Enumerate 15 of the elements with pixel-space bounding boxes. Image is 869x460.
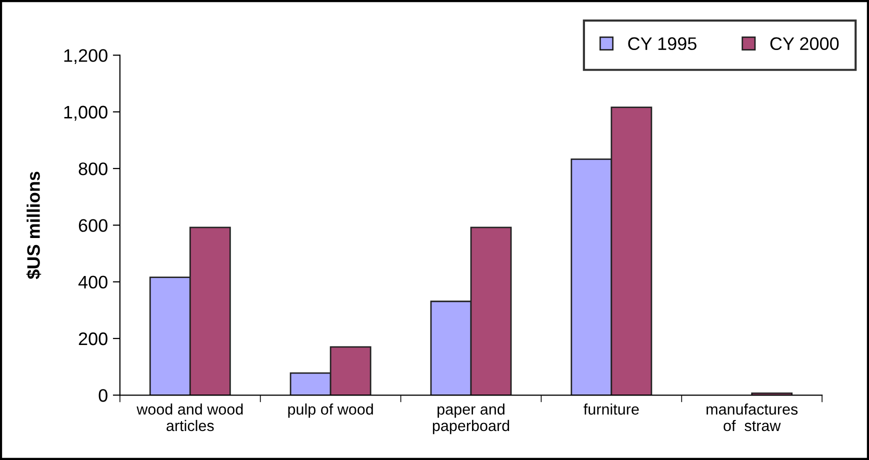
y-tick-label: 400 (78, 276, 108, 289)
x-tick-label: wood and wood articles (136, 403, 243, 432)
x-tick-label: furniture (584, 403, 639, 415)
x-tick-label: paper and paperboard (432, 403, 510, 434)
y-tick-label: 1,000 (64, 106, 108, 121)
y-tick-label: 600 (78, 219, 108, 232)
legend-label: CY 2000 (770, 37, 839, 50)
y-tick-label: 200 (78, 332, 108, 346)
legend-label: CY 1995 (628, 37, 696, 50)
x-tick-label: pulp of wood (288, 403, 373, 418)
y-tick-label: 0 (98, 389, 108, 402)
y-tick-label: 1,200 (64, 49, 108, 64)
y-tick-label: 800 (78, 162, 108, 176)
x-tick-label: manufactures of straw (706, 403, 798, 432)
y-axis-title: $US millions (26, 172, 42, 280)
